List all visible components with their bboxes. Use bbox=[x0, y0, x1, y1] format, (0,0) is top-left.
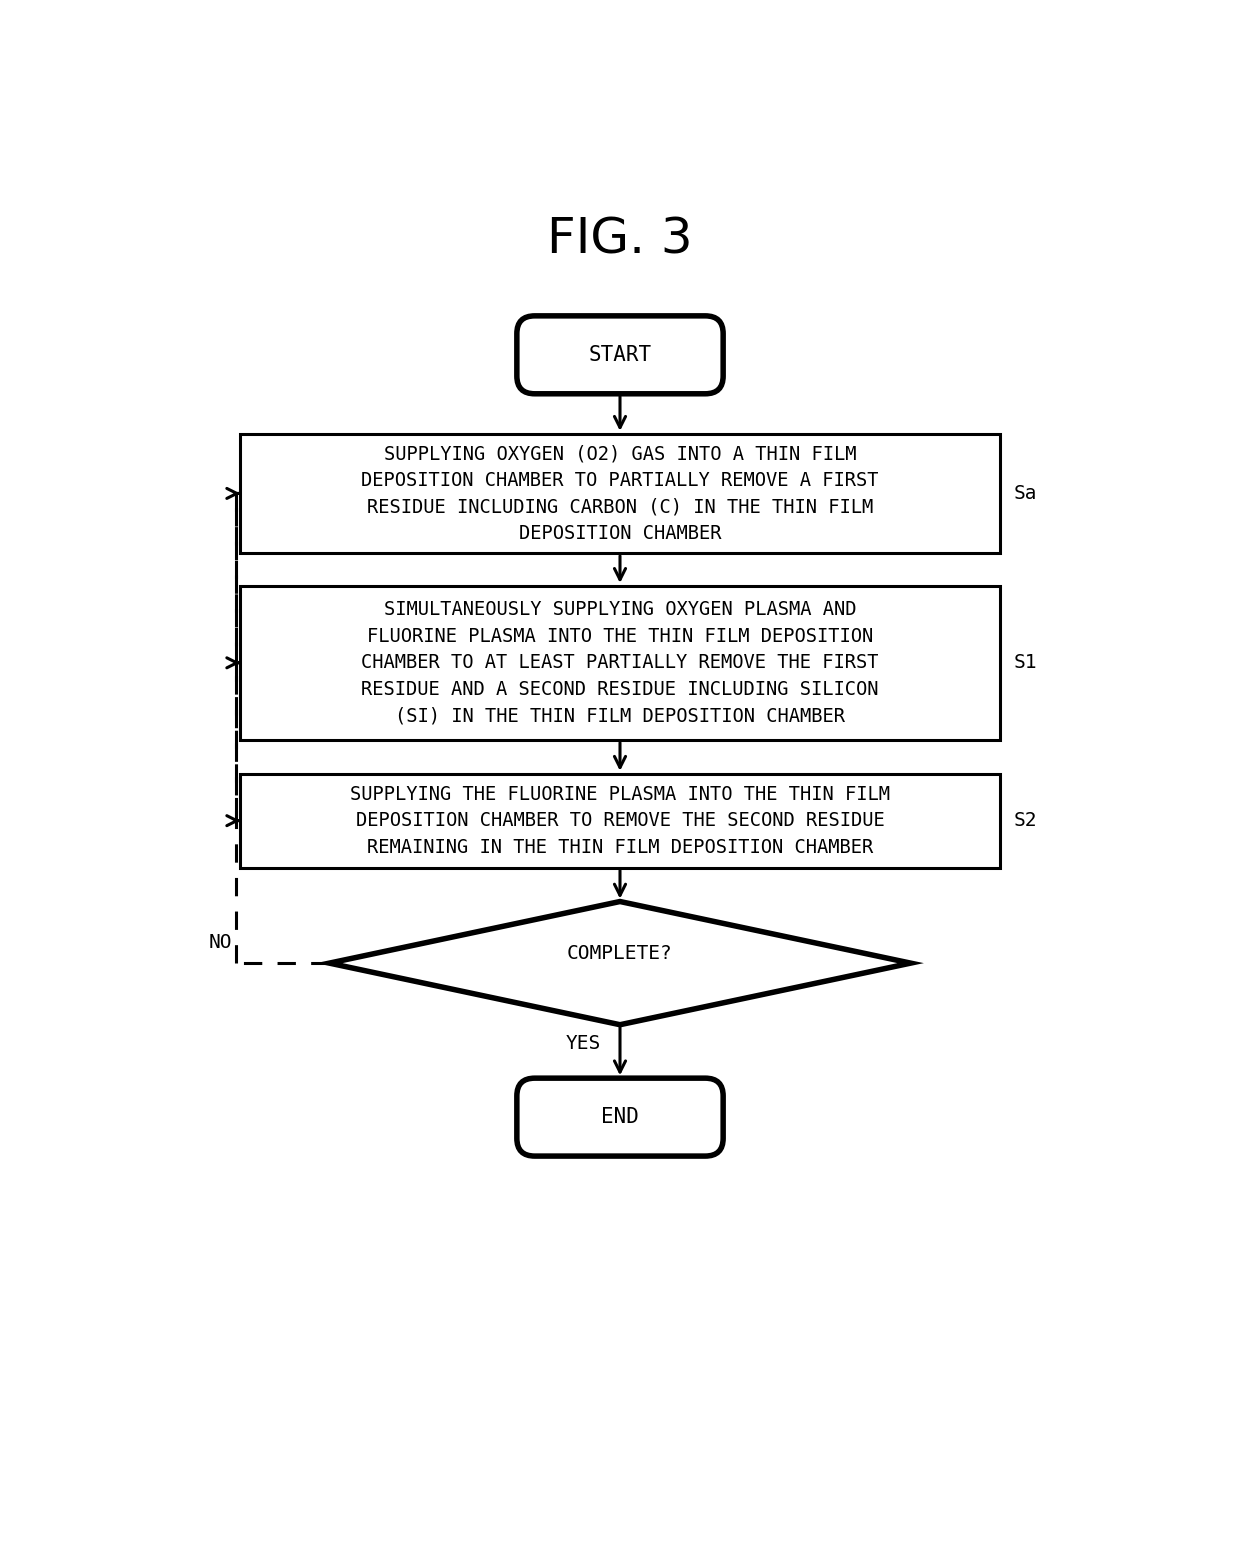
Text: YES: YES bbox=[565, 1035, 600, 1053]
Text: S2: S2 bbox=[1014, 812, 1037, 830]
Bar bbox=[241, 774, 999, 868]
Text: FIG. 3: FIG. 3 bbox=[547, 215, 693, 263]
Text: SIMULTANEOUSLY SUPPLYING OXYGEN PLASMA AND
FLUORINE PLASMA INTO THE THIN FILM DE: SIMULTANEOUSLY SUPPLYING OXYGEN PLASMA A… bbox=[361, 600, 879, 726]
Bar bbox=[241, 586, 999, 740]
Text: END: END bbox=[601, 1108, 639, 1126]
Polygon shape bbox=[330, 902, 910, 1025]
FancyBboxPatch shape bbox=[517, 1078, 723, 1156]
Text: Sa: Sa bbox=[1014, 485, 1037, 503]
Text: S1: S1 bbox=[1014, 653, 1037, 673]
Text: SUPPLYING OXYGEN (O2) GAS INTO A THIN FILM
DEPOSITION CHAMBER TO PARTIALLY REMOV: SUPPLYING OXYGEN (O2) GAS INTO A THIN FI… bbox=[361, 444, 879, 542]
Text: COMPLETE?: COMPLETE? bbox=[567, 944, 673, 963]
FancyBboxPatch shape bbox=[517, 316, 723, 394]
Text: START: START bbox=[589, 344, 651, 365]
Text: SUPPLYING THE FLUORINE PLASMA INTO THE THIN FILM
DEPOSITION CHAMBER TO REMOVE TH: SUPPLYING THE FLUORINE PLASMA INTO THE T… bbox=[350, 785, 890, 857]
Text: NO: NO bbox=[210, 933, 233, 952]
Bar bbox=[241, 433, 999, 553]
